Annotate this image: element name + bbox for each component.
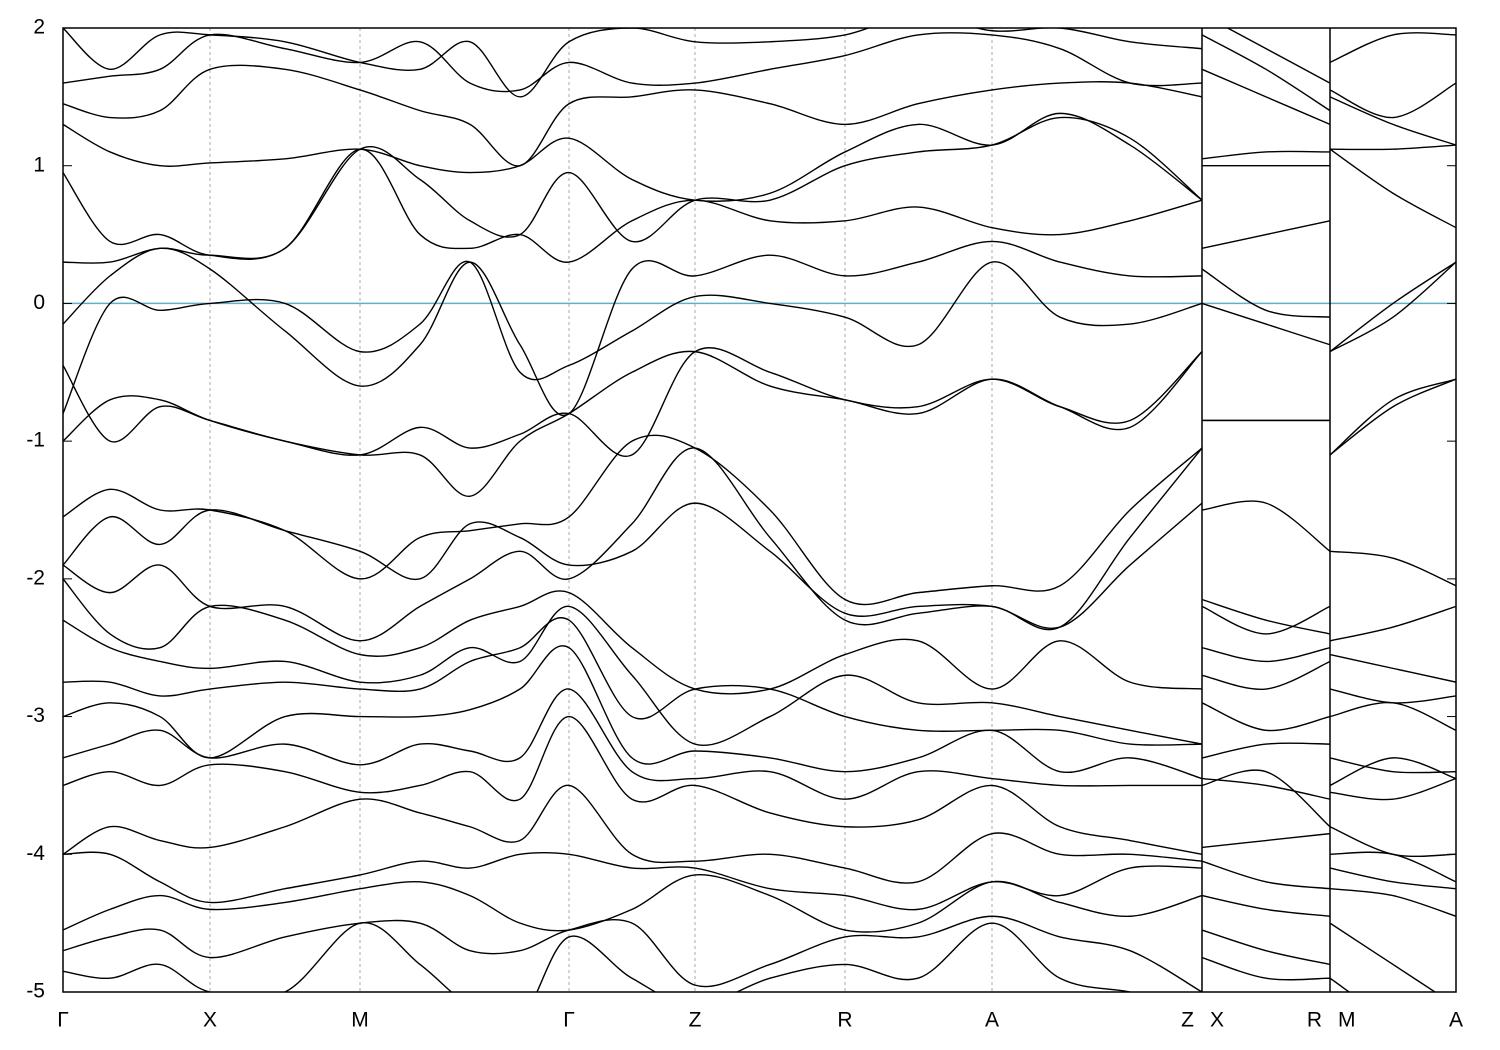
band: [63, 240, 1456, 456]
band: [63, 578, 1456, 704]
band: [63, 434, 1456, 606]
x-tick-label: R: [837, 1009, 852, 1032]
x-tick-label: Γ: [57, 1009, 69, 1032]
x-tick-label: X: [203, 1009, 217, 1032]
y-tick-label: -5: [26, 980, 45, 1003]
band: [63, 96, 1456, 202]
y-tick-label: 1: [33, 153, 45, 176]
band: [63, 784, 1456, 884]
band: [63, 851, 1456, 911]
x-tick-label: Z: [1181, 1009, 1194, 1032]
x-tick-label: A: [1449, 1009, 1463, 1032]
y-tick-label: -1: [26, 429, 45, 452]
grid-layer: [63, 28, 1456, 992]
band: [63, 261, 1456, 497]
band: [63, 874, 1456, 933]
band: [63, 148, 1456, 264]
band: [63, 915, 1437, 992]
band: [63, 260, 1456, 414]
x-tick-label: M: [1338, 1009, 1356, 1032]
y-tick-label: -3: [26, 704, 45, 727]
x-tick-label: X: [1210, 1009, 1224, 1032]
band: [63, 715, 1456, 858]
x-tick-label: R: [1307, 1009, 1322, 1032]
band: [63, 447, 1456, 683]
plot-frame: [62, 27, 1457, 993]
band: [63, 32, 1456, 112]
x-tick-label: M: [351, 1009, 369, 1032]
y-tick-label: -2: [26, 566, 45, 589]
x-tick-label: A: [985, 1009, 999, 1032]
band: [63, 605, 1456, 747]
y-tick-label: 0: [33, 291, 45, 314]
y-tick-label: -4: [26, 842, 45, 865]
band: [63, 688, 1456, 801]
band: [63, 347, 1456, 458]
band: [63, 922, 1351, 992]
y-tick-label: 2: [33, 16, 45, 39]
band: [63, 28, 1331, 98]
band: [63, 64, 1456, 167]
x-tick-label: Γ: [563, 1009, 575, 1032]
band: [63, 645, 1456, 787]
bands-layer: [63, 28, 1456, 992]
band: [63, 617, 1456, 774]
x-tick-label: Z: [689, 1009, 702, 1032]
